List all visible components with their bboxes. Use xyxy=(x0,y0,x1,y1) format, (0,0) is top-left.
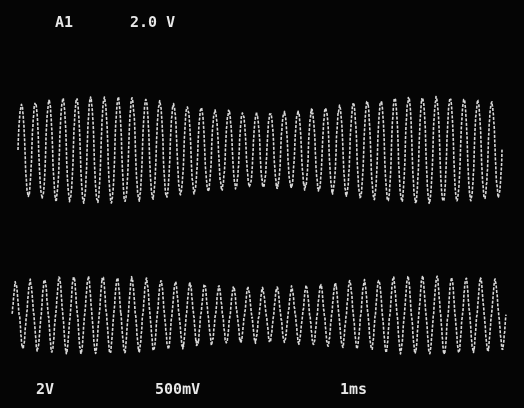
waveforms xyxy=(11,95,507,356)
scale-label: 2.0 V xyxy=(130,13,175,31)
channel-2-trace xyxy=(11,275,507,356)
ch2-scale-label: 500mV xyxy=(155,380,200,398)
timebase-label: 1ms xyxy=(340,380,367,398)
channel-label: A1 xyxy=(55,13,73,31)
channel-1-trace xyxy=(17,95,503,205)
ch1-scale-label: 2V xyxy=(36,380,54,398)
